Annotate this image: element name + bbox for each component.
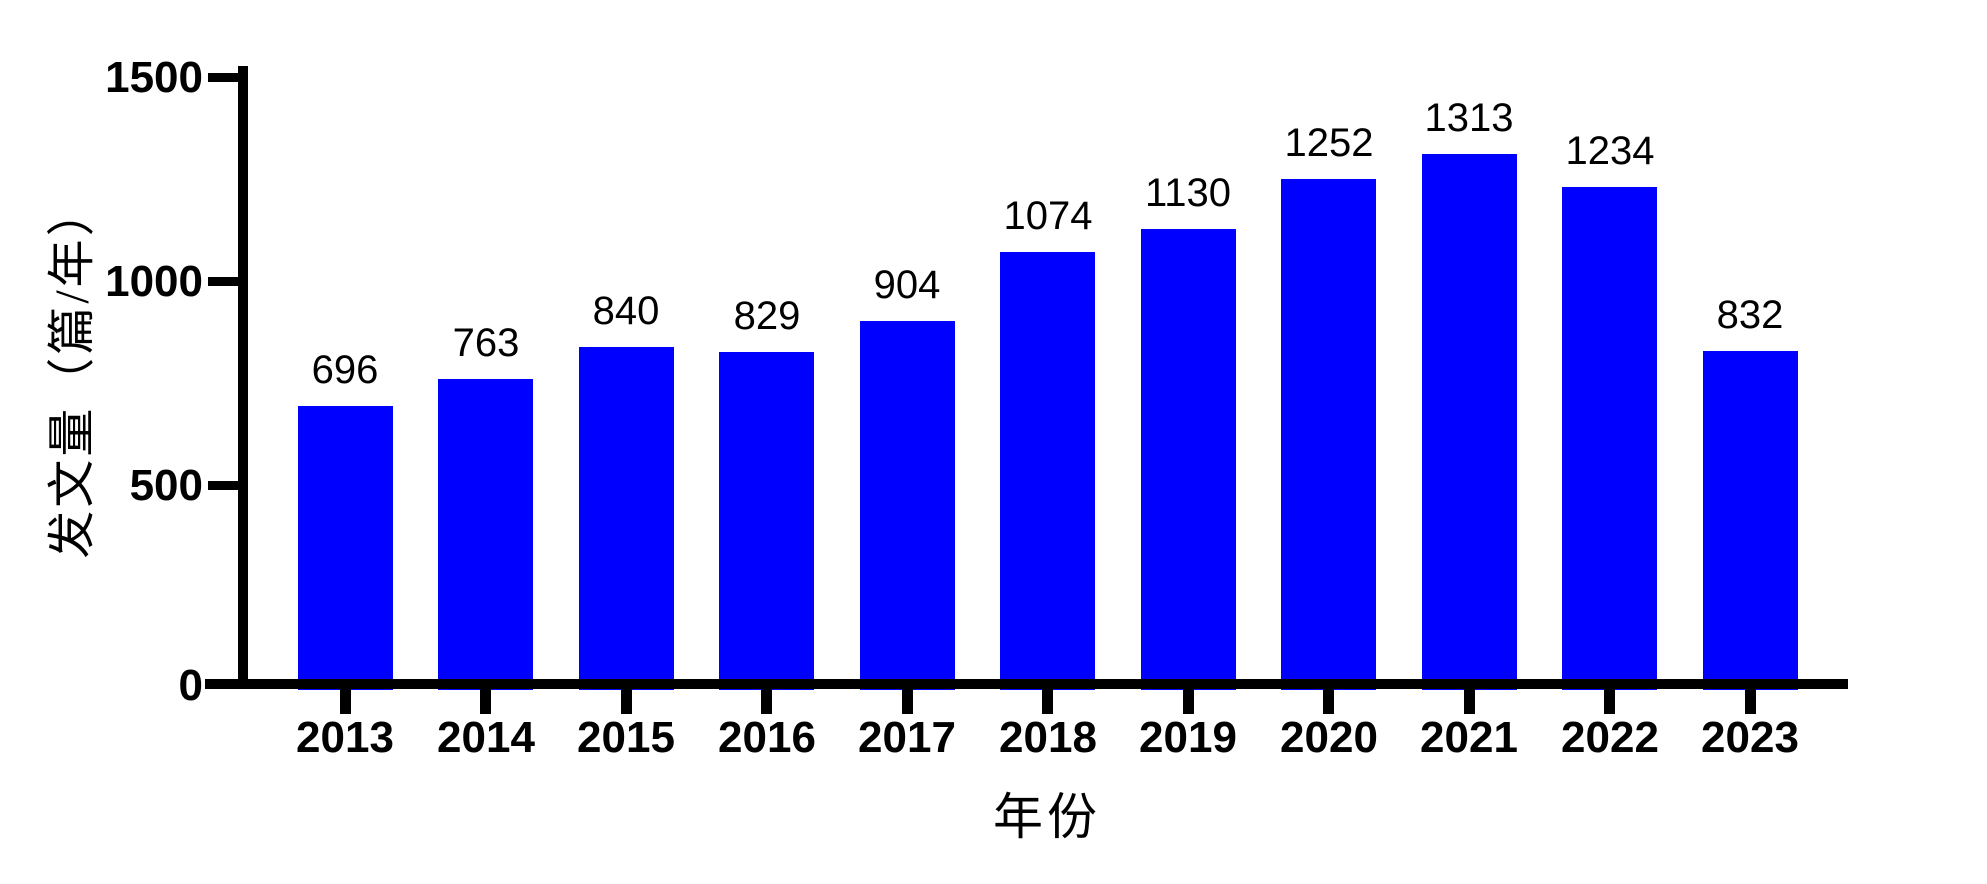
y-tick-label: 500 [129, 461, 203, 510]
x-tick-label: 2022 [1561, 713, 1659, 762]
bar-value-label: 829 [733, 294, 801, 338]
y-tick-mark [208, 277, 238, 286]
bar-value-label: 840 [592, 289, 660, 333]
x-tick-label: 2020 [1280, 713, 1378, 762]
bar [1422, 154, 1517, 690]
x-tick-label: 2014 [437, 713, 535, 762]
bar [298, 406, 393, 690]
x-tick-mark [1745, 689, 1756, 714]
bar [1281, 179, 1376, 690]
y-tick-label: 1500 [105, 53, 203, 102]
bar [1000, 252, 1095, 690]
y-tick-mark [208, 73, 238, 82]
x-axis-line [205, 679, 1848, 689]
bar [1562, 187, 1657, 690]
bar-value-label: 1252 [1284, 121, 1374, 165]
bar-value-label: 904 [873, 263, 941, 307]
x-tick-mark [621, 689, 632, 714]
bar-value-label: 832 [1716, 293, 1784, 337]
x-axis-title: 年份 [993, 789, 1101, 845]
y-tick-label: 0 [178, 661, 203, 710]
bar [860, 321, 955, 690]
bar-value-label: 1130 [1144, 171, 1231, 215]
bar-value-label: 1074 [1003, 194, 1093, 238]
x-tick-label: 2018 [999, 713, 1097, 762]
bar [579, 347, 674, 690]
x-tick-mark [340, 689, 351, 714]
bar [719, 352, 814, 690]
x-tick-mark [1604, 689, 1615, 714]
bar-value-label: 1313 [1424, 96, 1514, 140]
bar [1703, 351, 1798, 690]
x-tick-label: 2021 [1420, 713, 1518, 762]
bar [438, 379, 533, 690]
x-tick-mark [480, 689, 491, 714]
y-axis-line [238, 66, 248, 689]
bar-value-label: 1234 [1565, 129, 1655, 173]
x-tick-label: 2016 [718, 713, 816, 762]
bar-value-label: 763 [452, 321, 520, 365]
y-tick-mark [208, 481, 238, 490]
x-tick-label: 2017 [858, 713, 956, 762]
x-tick-mark [1183, 689, 1194, 714]
x-tick-mark [761, 689, 772, 714]
x-tick-label: 2019 [1139, 713, 1237, 762]
bar [1141, 229, 1236, 690]
x-tick-mark [1323, 689, 1334, 714]
x-tick-mark [1042, 689, 1053, 714]
x-tick-label: 2023 [1701, 713, 1799, 762]
x-tick-label: 2015 [577, 713, 675, 762]
y-tick-label: 1000 [105, 257, 203, 306]
bar-value-label: 696 [311, 348, 379, 392]
x-tick-mark [902, 689, 913, 714]
x-tick-mark [1464, 689, 1475, 714]
x-tick-label: 2013 [296, 713, 394, 762]
